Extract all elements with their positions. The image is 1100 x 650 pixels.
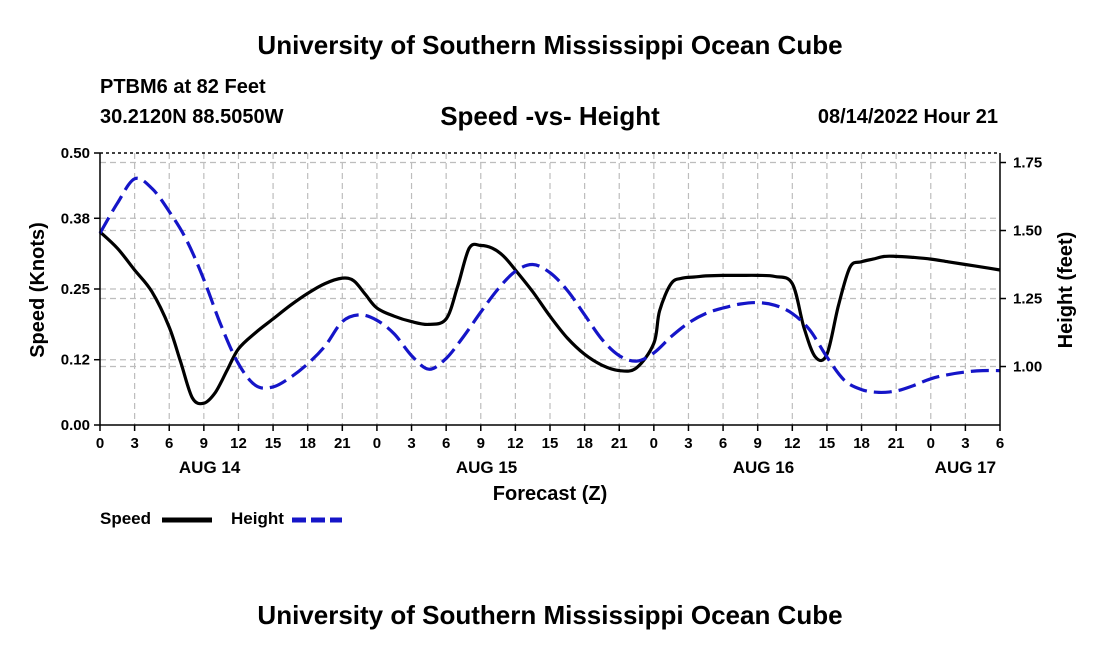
tick-labels: 0 3 6 9 12 15 18 21 0 3 6 9 12 15 18 21 0 3 6 9 12 15 18 21 0 3 6A… [61, 145, 1042, 477]
y-tick-label-left: 0.50 [61, 145, 90, 162]
x-tick-label: 21 [334, 435, 351, 452]
x-tick-label: 3 [961, 435, 969, 452]
page-title: University of Southern Mississippi Ocean… [257, 30, 843, 60]
series-layer [98, 176, 1001, 406]
chart-subtitle: Speed -vs- Height [440, 101, 660, 131]
y-tick-label-left: 0.00 [61, 417, 90, 434]
coordinates-label: 30.2120N 88.5050W [100, 106, 284, 128]
station-label: PTBM6 at 82 Feet [100, 76, 266, 98]
x-date-label: AUG 16 [733, 458, 794, 477]
x-tick-label: 18 [853, 435, 870, 452]
grid [100, 153, 1000, 425]
x-tick-label: 9 [477, 435, 485, 452]
x-tick-label: 18 [299, 435, 316, 452]
x-tick-label: 6 [442, 435, 450, 452]
x-tick-label: 21 [888, 435, 905, 452]
x-tick-label: 3 [684, 435, 692, 452]
x-date-label: AUG 14 [179, 458, 241, 477]
y-axis-label-left: Speed (Knots) [27, 222, 49, 358]
timestamp-label: 08/14/2022 Hour 21 [817, 106, 998, 128]
footer-title: University of Southern Mississippi Ocean… [257, 600, 843, 630]
x-tick-label: 12 [507, 435, 524, 452]
legend-height-label: Height [231, 509, 284, 528]
x-tick-label: 0 [650, 435, 658, 452]
legend-speed-label: Speed [100, 509, 152, 528]
x-tick-label: 15 [819, 435, 836, 452]
axes [94, 152, 1006, 431]
y-tick-label-right: 1.00 [1013, 359, 1042, 376]
x-axis-label: Forecast (Z) [493, 483, 607, 505]
y-axis-label-right: Height (feet) [1055, 232, 1077, 349]
x-tick-label: 3 [130, 435, 138, 452]
x-date-label: AUG 17 [935, 458, 996, 477]
x-tick-label: 12 [230, 435, 247, 452]
x-date-label: AUG 15 [456, 458, 517, 477]
x-tick-label: 0 [96, 435, 104, 452]
y-tick-label-right: 1.50 [1013, 223, 1042, 240]
x-tick-label: 9 [754, 435, 762, 452]
y-tick-label-left: 0.12 [61, 352, 90, 369]
series-line-height [98, 176, 1001, 395]
x-tick-label: 0 [927, 435, 935, 452]
y-tick-label-left: 0.38 [61, 210, 90, 227]
x-tick-label: 18 [576, 435, 593, 452]
x-tick-label: 9 [200, 435, 208, 452]
x-tick-label: 6 [719, 435, 727, 452]
x-tick-label: 3 [407, 435, 415, 452]
x-tick-label: 15 [542, 435, 559, 452]
series-line-speed [98, 230, 1001, 406]
x-tick-label: 0 [373, 435, 381, 452]
x-tick-label: 6 [996, 435, 1004, 452]
x-tick-label: 12 [784, 435, 801, 452]
x-tick-label: 15 [265, 435, 282, 452]
y-tick-label-right: 1.75 [1013, 155, 1042, 172]
x-tick-label: 6 [165, 435, 173, 452]
y-tick-label-left: 0.25 [61, 281, 90, 298]
x-tick-label: 21 [611, 435, 628, 452]
y-tick-label-right: 1.25 [1013, 291, 1042, 308]
